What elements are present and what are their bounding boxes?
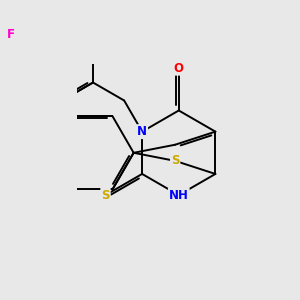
Text: S: S [171,154,179,167]
Text: O: O [174,62,184,75]
Text: F: F [7,28,15,41]
Text: NH: NH [169,189,189,202]
Text: N: N [137,125,147,138]
Text: S: S [101,189,110,202]
